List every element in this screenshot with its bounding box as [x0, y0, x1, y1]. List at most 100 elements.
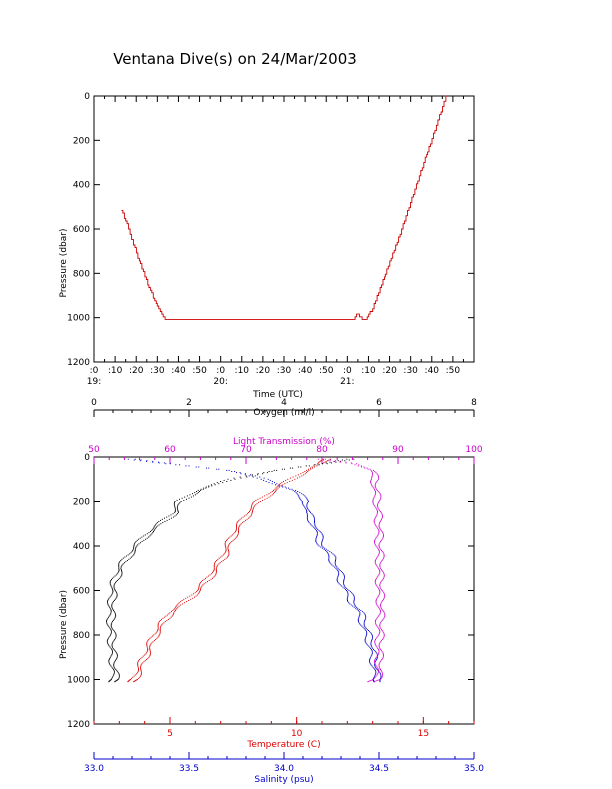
profile-point-oxygen [111, 643, 113, 645]
profile-point-transmission [380, 605, 382, 607]
profile-point-oxygen [111, 578, 112, 580]
profile-point-temperature [149, 650, 151, 652]
profile-point-transmission [381, 630, 383, 631]
profile-point-temperature [251, 513, 253, 515]
axis-tick-label-salinity: 34.5 [369, 764, 389, 774]
profile-point-temperature [133, 675, 135, 677]
profile-point-oxygen [153, 526, 155, 528]
profile-point-transmission [380, 604, 381, 606]
profile-point-temperature [220, 556, 222, 558]
profile-point-temperature [190, 598, 192, 600]
profile-point-transmission [377, 596, 379, 598]
profile-point-oxygen [337, 460, 339, 462]
profile-point-oxygen [115, 581, 117, 583]
profile-point-transmission [379, 613, 381, 615]
profile-point-transmission [375, 675, 377, 677]
profile-point-oxygen [177, 504, 179, 506]
profile-point-salinity [339, 570, 341, 571]
profile-point-salinity [306, 512, 308, 514]
profile-point-transmission [383, 611, 385, 613]
profile-point-temperature [315, 464, 317, 466]
profile-point-transmission [382, 571, 384, 573]
profile-point-transmission [375, 645, 377, 647]
profile-point-temperature [137, 662, 139, 664]
profile-point-transmission [380, 628, 382, 630]
profile-point-oxygen [107, 624, 109, 626]
profile-point-salinity [269, 479, 271, 481]
plot1-ylabel: Pressure (dbar) [59, 229, 69, 298]
profile-point-temperature [137, 663, 139, 665]
profile-point-salinity [370, 642, 372, 644]
profile-point-oxygen [268, 471, 270, 472]
profile-point-transmission [378, 606, 379, 608]
profile-point-salinity [307, 521, 309, 522]
profile-point-salinity [358, 608, 360, 610]
profile-point-salinity [321, 542, 323, 544]
profile-point-salinity [341, 585, 343, 587]
profile-point-temperature [147, 650, 149, 652]
profile-point-salinity [334, 555, 336, 557]
profile-point-salinity [306, 516, 308, 518]
profile-point-salinity [370, 643, 372, 645]
profile-point-salinity [275, 484, 276, 486]
profile-point-oxygen [113, 584, 115, 586]
profile-point-temperature [226, 539, 227, 541]
plot1-frame [93, 95, 475, 363]
profile-point-oxygen [108, 615, 110, 617]
profile-point-oxygen [173, 503, 175, 505]
profile-point-transmission [383, 556, 385, 558]
profile-point-transmission [377, 595, 379, 597]
profile-point-temperature [159, 633, 161, 635]
profile-point-oxygen [115, 633, 117, 635]
profile-point-temperature [235, 528, 237, 530]
profile-point-oxygen [109, 656, 111, 658]
profile-point-oxygen [166, 516, 168, 518]
profile-point-temperature [250, 506, 252, 508]
profile-point-temperature [137, 661, 139, 663]
profile-point-oxygen [111, 649, 113, 650]
profile-point-transmission [383, 553, 385, 555]
profile-point-salinity [358, 616, 360, 618]
profile-point-transmission [382, 533, 384, 535]
profile-point-temperature [252, 511, 253, 512]
profile-point-oxygen [107, 598, 109, 600]
profile-point-transmission [370, 478, 372, 480]
profile-point-oxygen [227, 478, 229, 480]
profile-point-oxygen [110, 633, 112, 635]
profile-point-temperature [138, 670, 139, 672]
profile-point-oxygen [110, 632, 112, 634]
profile-point-salinity [364, 618, 366, 620]
profile-point-salinity [379, 681, 381, 683]
profile-point-oxygen [117, 679, 119, 680]
profile-point-salinity [373, 676, 375, 678]
plot1-hour-label: 19: [87, 377, 101, 387]
profile-point-oxygen [112, 620, 114, 621]
profile-point-temperature [180, 601, 182, 603]
profile-point-oxygen [113, 610, 115, 611]
profile-point-oxygen [150, 531, 151, 532]
profile-point-temperature [224, 544, 226, 546]
profile-point-transmission [379, 625, 381, 627]
profile-point-transmission [377, 506, 379, 508]
profile-point-salinity [330, 552, 332, 554]
profile-point-salinity [315, 528, 317, 530]
profile-point-oxygen [118, 571, 120, 573]
profile-point-temperature [308, 468, 309, 470]
profile-point-salinity [295, 489, 297, 491]
profile-point-oxygen [122, 557, 124, 559]
profile-point-salinity [146, 460, 147, 462]
profile-point-oxygen [205, 487, 207, 489]
profile-point-salinity [198, 466, 200, 468]
profile-point-oxygen [317, 464, 319, 466]
profile-point-transmission [374, 622, 376, 624]
profile-point-temperature [140, 671, 142, 673]
profile-point-salinity [343, 580, 345, 581]
profile-point-temperature [159, 631, 161, 633]
profile-point-transmission [383, 573, 385, 575]
profile-point-temperature [134, 674, 136, 676]
profile-point-transmission [378, 594, 380, 596]
profile-point-salinity [359, 614, 361, 616]
profile-point-salinity [343, 574, 345, 576]
profile-point-temperature [242, 522, 244, 524]
profile-point-transmission [380, 495, 382, 497]
